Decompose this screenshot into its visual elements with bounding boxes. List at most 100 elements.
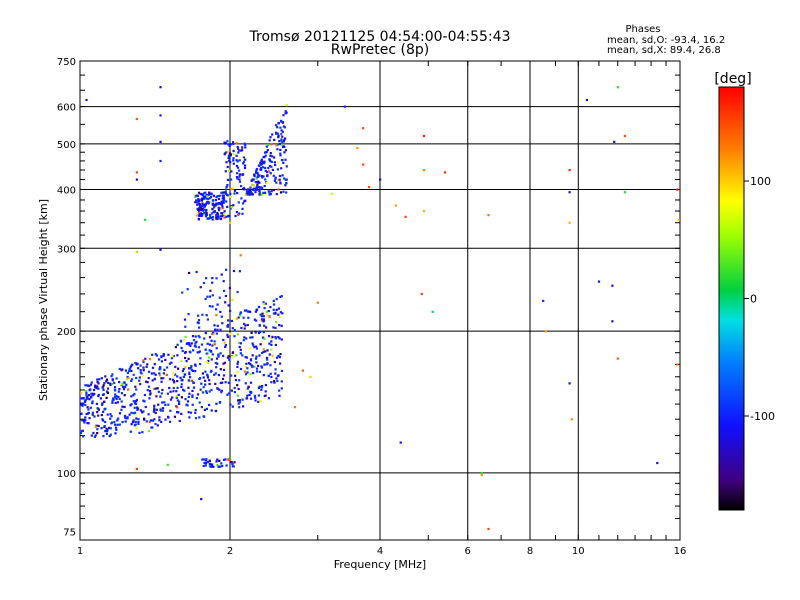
- data-point: [269, 160, 272, 163]
- data-point: [223, 153, 226, 156]
- data-point: [231, 327, 234, 330]
- data-point: [223, 199, 226, 202]
- data-point: [236, 362, 239, 365]
- data-point: [196, 393, 200, 396]
- data-point: [203, 337, 206, 340]
- data-point: [215, 409, 218, 413]
- y-axis-label: Stationary phase Virtual Height [km]: [37, 199, 50, 401]
- data-point: [143, 393, 146, 397]
- data-point: [278, 174, 282, 178]
- data-point: [284, 178, 287, 181]
- data-point: [141, 375, 144, 378]
- data-point: [214, 199, 218, 202]
- data-point: [179, 376, 182, 379]
- data-point: [211, 305, 214, 308]
- data-point: [223, 191, 226, 194]
- data-point: [228, 144, 231, 147]
- data-point: [227, 215, 230, 218]
- data-point: [202, 281, 206, 285]
- data-point: [224, 215, 228, 218]
- data-point: [249, 363, 252, 366]
- data-point: [244, 324, 247, 327]
- data-point: [238, 401, 242, 404]
- data-point: [245, 397, 248, 400]
- data-point: [422, 134, 426, 138]
- data-point: [92, 431, 95, 435]
- data-point: [168, 362, 171, 365]
- data-point: [94, 386, 97, 389]
- data-point: [255, 347, 259, 350]
- data-point: [106, 387, 110, 390]
- data-point: [243, 309, 247, 312]
- data-point: [206, 200, 209, 204]
- data-point: [282, 190, 285, 193]
- data-point: [568, 169, 571, 172]
- data-point: [159, 114, 162, 117]
- data-point: [175, 396, 178, 399]
- data-point: [207, 352, 210, 355]
- data-point: [356, 147, 359, 150]
- data-point: [252, 184, 256, 187]
- data-point: [105, 432, 108, 435]
- data-point: [215, 217, 218, 220]
- data-point: [207, 356, 211, 359]
- data-point: [274, 176, 277, 179]
- data-point: [91, 411, 94, 414]
- data-point: [88, 384, 91, 388]
- data-point: [199, 286, 202, 289]
- data-point: [147, 370, 151, 373]
- data-point: [213, 340, 216, 343]
- data-point: [237, 147, 240, 150]
- data-point: [224, 301, 227, 304]
- data-point: [200, 498, 203, 501]
- data-point: [169, 390, 172, 393]
- data-point: [278, 140, 281, 143]
- data-point: [200, 343, 204, 346]
- data-point: [154, 387, 157, 390]
- data-point: [205, 277, 208, 280]
- data-point: [219, 465, 222, 468]
- data-point: [222, 201, 225, 204]
- data-point: [249, 397, 253, 400]
- data-point: [151, 366, 155, 369]
- data-point: [135, 250, 138, 253]
- data-point: [176, 386, 179, 389]
- data-point: [234, 214, 237, 218]
- data-point: [269, 173, 272, 176]
- data-point: [87, 412, 90, 415]
- x-tick-label: 6: [465, 546, 471, 557]
- data-point: [124, 420, 127, 423]
- data-point: [268, 139, 271, 142]
- data-point: [279, 152, 282, 155]
- data-point: [231, 405, 234, 408]
- data-point: [259, 343, 262, 346]
- data-point: [202, 391, 205, 394]
- data-point: [125, 383, 128, 386]
- data-point: [205, 391, 208, 394]
- data-point: [95, 402, 98, 405]
- data-point: [206, 217, 209, 220]
- data-point: [208, 463, 211, 466]
- data-point: [82, 435, 85, 438]
- data-point: [162, 407, 165, 410]
- data-point: [480, 471, 483, 475]
- data-point: [205, 373, 209, 376]
- data-point: [159, 368, 162, 371]
- data-point: [106, 390, 109, 393]
- data-point: [226, 140, 229, 143]
- data-point: [253, 188, 256, 191]
- data-point: [198, 377, 201, 381]
- data-point: [166, 366, 169, 369]
- data-point: [201, 313, 204, 316]
- data-point: [236, 172, 239, 175]
- data-point: [263, 307, 266, 310]
- data-point: [151, 353, 154, 356]
- data-point: [262, 320, 265, 323]
- data-point: [273, 179, 276, 182]
- data-point: [136, 408, 139, 411]
- data-point: [274, 337, 277, 340]
- data-point: [135, 417, 138, 420]
- data-point: [120, 408, 123, 411]
- data-point: [258, 370, 261, 373]
- data-point: [111, 382, 114, 385]
